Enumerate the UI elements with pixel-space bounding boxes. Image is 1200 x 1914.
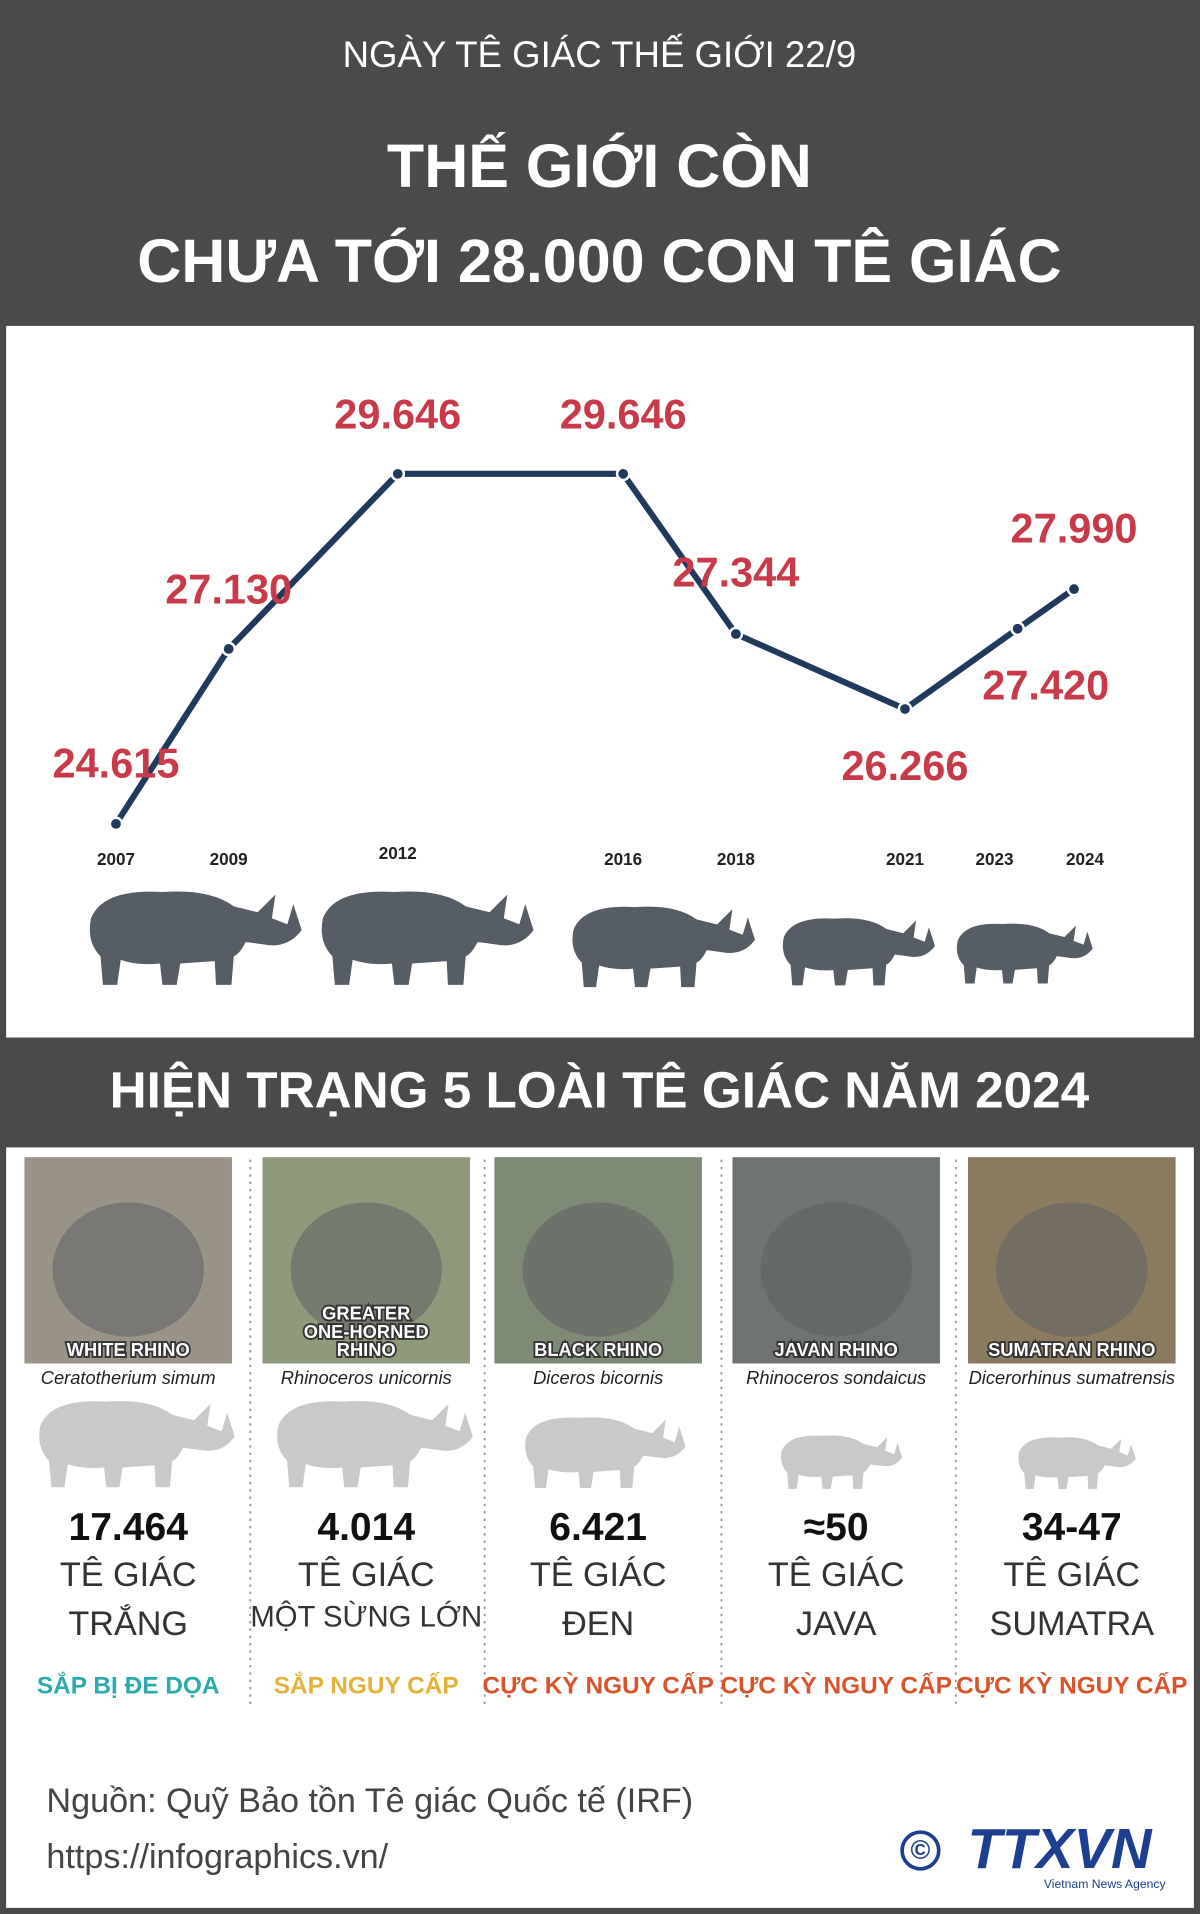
photo-subject [52, 1202, 204, 1337]
status: CỰC KỲ NGUY CẤP [482, 1671, 713, 1699]
photo-label: ONE-HORNED [304, 1321, 429, 1342]
scientific-name: Ceratotherium simum [41, 1367, 216, 1388]
x-tick-label: 2009 [210, 850, 248, 869]
common-name: MỘT SỪNG LỚN [250, 1599, 482, 1633]
source: Nguồn: Quỹ Bảo tồn Tê giác Quốc tế (IRF) [46, 1782, 693, 1820]
logo-sub: Vietnam News Agency [1044, 1877, 1167, 1891]
data-label: 27.420 [982, 661, 1109, 708]
section-title: HIỆN TRẠNG 5 LOÀI TÊ GIÁC NĂM 2024 [110, 1060, 1090, 1118]
count: 4.014 [317, 1506, 415, 1549]
status: CỰC KỲ NGUY CẤP [721, 1671, 952, 1699]
data-label: 27.990 [1011, 505, 1138, 552]
point [390, 466, 406, 482]
data-label: 29.646 [334, 391, 461, 438]
species-grid: WHITE RHINO Ceratotherium simum 17.464 TÊ G… [24, 1157, 1187, 1707]
point [728, 626, 744, 642]
x-tick-label: 2007 [97, 850, 135, 869]
x-tick-label: 2018 [717, 850, 755, 869]
scientific-name: Dicerorhinus sumatrensis [969, 1367, 1175, 1388]
x-tick-label: 2021 [886, 850, 924, 869]
common-name: TÊ GIÁC [1003, 1555, 1140, 1594]
kicker: NGÀY TÊ GIÁC THẾ GIỚI 22/9 [343, 34, 857, 75]
x-tick-label: 2016 [604, 850, 642, 869]
count: 6.421 [549, 1506, 647, 1549]
point [1010, 621, 1025, 637]
common-name: TÊ GIÁC [60, 1555, 197, 1594]
data-label: 27.130 [165, 566, 292, 613]
common-name: JAVA [796, 1605, 877, 1643]
section-band [6, 1037, 1194, 1148]
common-name: SUMATRA [990, 1605, 1155, 1643]
scientific-name: Diceros bicornis [533, 1367, 663, 1388]
logo: TTXVN [968, 1817, 1153, 1880]
count: ≈50 [804, 1506, 869, 1549]
copyright-circle [900, 1830, 941, 1871]
common-name: TRẮNG [68, 1603, 188, 1643]
point [108, 816, 124, 832]
photo-label: SUMATRAN RHINO [988, 1339, 1155, 1360]
count: 17.464 [68, 1506, 188, 1549]
photo-label: RHINO [337, 1339, 396, 1360]
common-name: TÊ GIÁC [530, 1555, 667, 1594]
title: THẾ GIỚI CÒN [387, 132, 812, 200]
common-name: TÊ GIÁC [298, 1555, 435, 1594]
x-tick-label: 2023 [975, 850, 1013, 869]
scientific-name: Rhinoceros unicornis [281, 1367, 452, 1388]
data-label: 24.615 [52, 739, 179, 786]
point [221, 641, 237, 657]
x-tick-label: 2012 [379, 844, 417, 863]
scientific-name: Rhinoceros sondaicus [746, 1367, 926, 1388]
photo-subject [290, 1202, 442, 1337]
copyright: © [911, 1835, 931, 1865]
photo-label: JAVAN RHINO [775, 1339, 898, 1360]
count: 34-47 [1022, 1506, 1122, 1549]
point [897, 701, 913, 717]
x-tick-label: 2024 [1066, 850, 1104, 869]
photo-label: GREATER [322, 1302, 410, 1323]
common-name: ĐEN [562, 1605, 634, 1643]
photo-label: BLACK RHINO [534, 1339, 662, 1360]
photo-label: WHITE RHINO [67, 1339, 190, 1360]
data-label: 29.646 [560, 391, 687, 438]
url: https://infographics.vn/ [46, 1838, 388, 1876]
common-name: TÊ GIÁC [768, 1555, 905, 1594]
data-label: 26.266 [841, 742, 968, 789]
photo-subject [522, 1202, 674, 1337]
line [113, 470, 1076, 826]
point [615, 466, 631, 482]
status: SẮP NGUY CẤP [274, 1671, 459, 1699]
point [1066, 581, 1082, 597]
data-label: 27.344 [672, 548, 799, 595]
title: CHƯA TỚI 28.000 CON TÊ GIÁC [137, 227, 1061, 295]
photo-subject [760, 1202, 912, 1337]
status: SẮP BỊ ĐE DỌA [37, 1671, 220, 1699]
status: CỰC KỲ NGUY CẤP [956, 1671, 1187, 1699]
photo-subject [996, 1202, 1148, 1337]
